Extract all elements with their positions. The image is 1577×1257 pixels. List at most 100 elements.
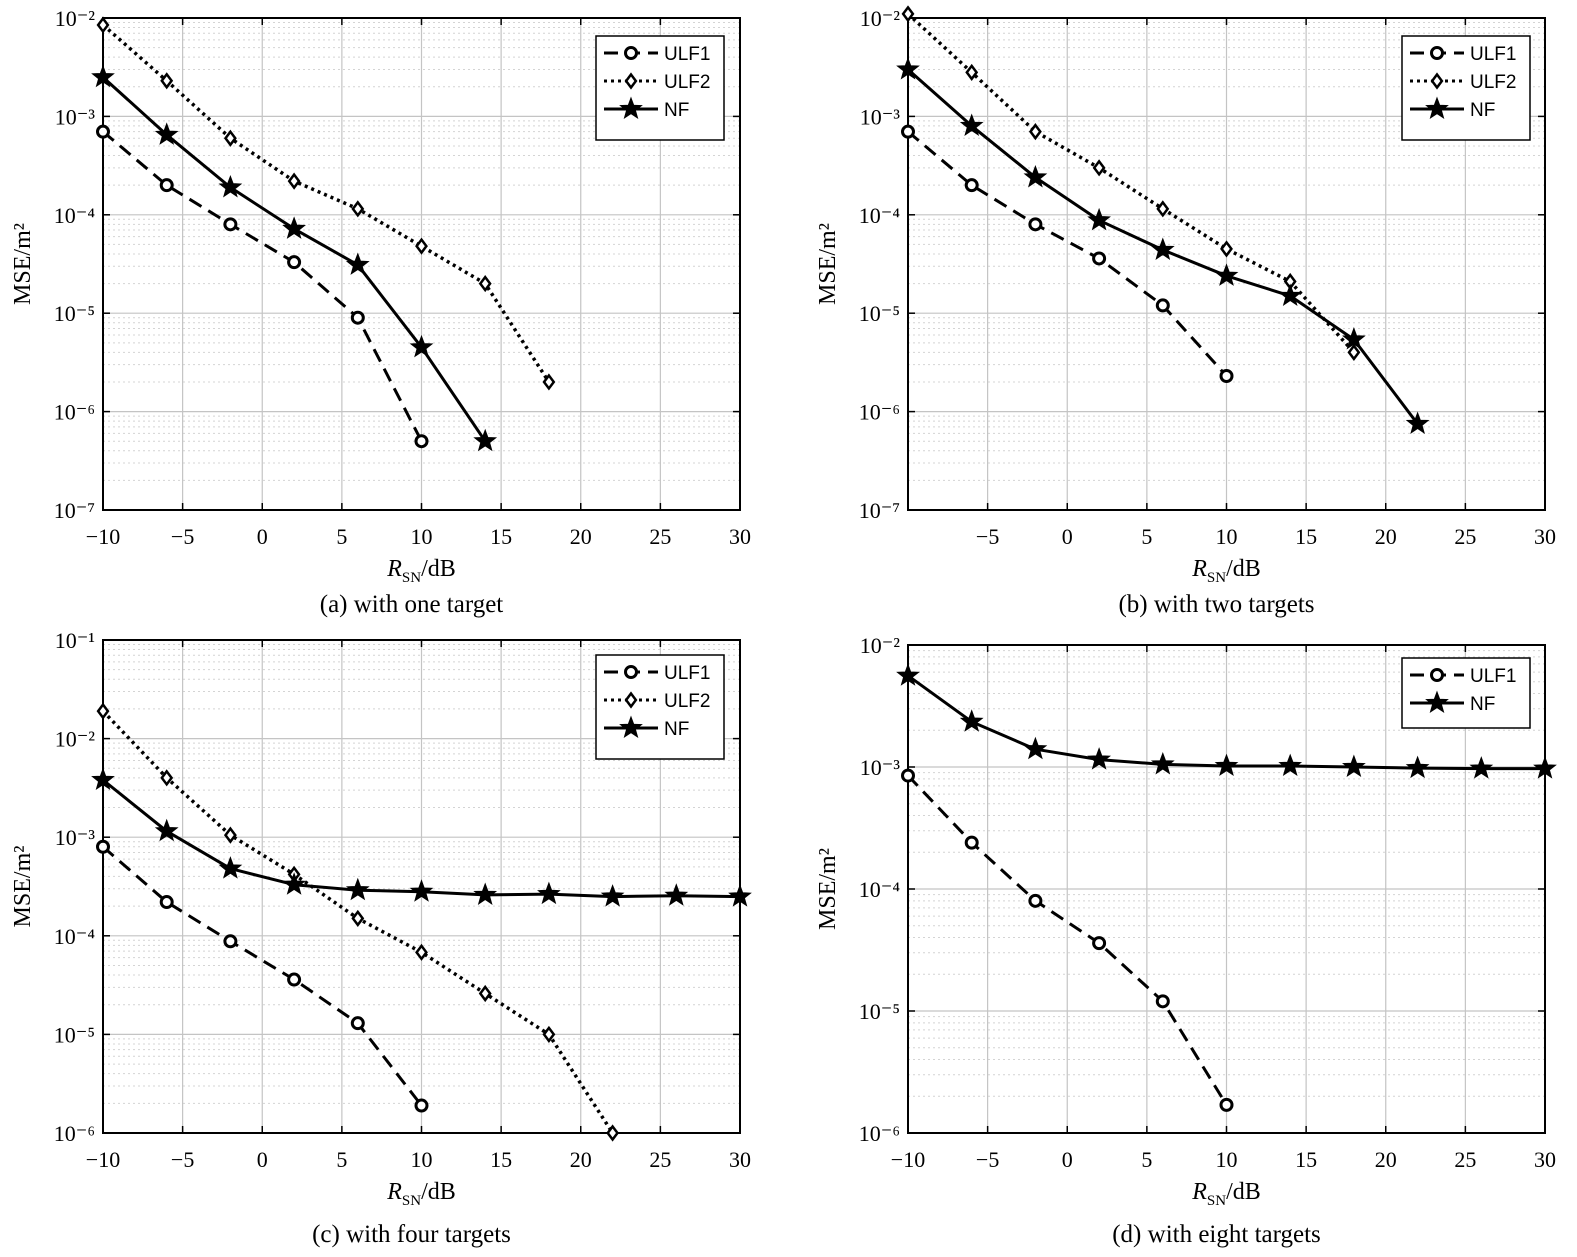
x-tick-label: 30 — [729, 524, 751, 549]
panel-caption: (a) with one target — [320, 591, 504, 618]
y-tick-label: 10⁻¹ — [55, 628, 95, 653]
panel-caption: (b) with two targets — [1118, 591, 1314, 618]
x-tick-label: 10 — [1216, 1147, 1238, 1172]
series-ulf1 — [96, 124, 429, 449]
legend-marker — [1430, 46, 1444, 60]
y-axis-label: MSE/m² — [10, 223, 36, 305]
y-tick-label: 10⁻³ — [860, 755, 901, 780]
data-point — [1155, 994, 1170, 1009]
data-point — [1342, 327, 1366, 350]
data-point — [159, 178, 174, 193]
series-nf — [896, 57, 1430, 434]
legend-marker — [619, 96, 643, 120]
data-point — [415, 237, 428, 255]
data-point — [1219, 1097, 1234, 1112]
y-tick-label: 10⁻⁶ — [859, 400, 900, 425]
data-point — [1342, 754, 1366, 778]
data-point — [91, 64, 115, 88]
y-tick-label: 10⁻⁵ — [859, 301, 900, 326]
data-point — [223, 217, 238, 232]
y-tick-label: 10⁻⁶ — [859, 1121, 900, 1146]
data-point — [1155, 298, 1170, 313]
x-tick-label: 10 — [411, 1147, 433, 1172]
series-nf — [896, 663, 1557, 779]
data-point — [965, 63, 979, 81]
data-point — [964, 178, 979, 193]
x-tick-label: 25 — [1454, 524, 1476, 549]
data-point — [1278, 753, 1303, 776]
x-tick-label: −10 — [891, 1147, 925, 1172]
data-point — [1214, 753, 1239, 776]
legend: ULF1 ULF2 NF — [595, 654, 725, 760]
data-point — [1092, 251, 1107, 266]
y-axis-label: MSE/m² — [815, 848, 841, 930]
data-point — [896, 57, 920, 80]
series-ulf2 — [96, 702, 620, 1142]
data-point — [96, 702, 110, 720]
x-axis-label: RSN/dB — [1191, 1179, 1261, 1209]
y-tick-label: 10⁻² — [860, 633, 901, 658]
legend-label: NF — [664, 100, 689, 121]
data-point — [1219, 369, 1234, 384]
y-tick-label: 10⁻⁷ — [54, 498, 95, 523]
data-point — [473, 428, 498, 452]
legend: ULF1 ULF2 NF — [1401, 35, 1531, 141]
data-point — [1347, 343, 1361, 361]
data-point — [282, 872, 306, 895]
series-ulf1 — [96, 839, 429, 1113]
x-tick-label: 25 — [649, 1147, 671, 1172]
panel-caption: (c) with four targets — [312, 1221, 511, 1248]
y-tick-label: 10⁻⁴ — [859, 203, 901, 228]
legend-label: ULF2 — [664, 72, 710, 93]
data-point — [1028, 217, 1043, 232]
legend-label: NF — [1470, 100, 1495, 121]
data-point — [223, 934, 238, 949]
x-tick-label: 0 — [257, 524, 268, 549]
data-point — [345, 252, 370, 275]
data-point — [160, 769, 174, 787]
x-tick-label: 25 — [649, 524, 671, 549]
data-point — [350, 310, 365, 325]
legend-marker — [624, 691, 638, 709]
series-ulf2 — [901, 5, 1361, 361]
y-tick-label: 10⁻² — [55, 6, 96, 31]
x-tick-label: 5 — [336, 1147, 347, 1172]
x-tick-label: 0 — [257, 1147, 268, 1172]
series-nf — [91, 64, 498, 452]
x-tick-label: 0 — [1062, 524, 1073, 549]
data-point — [218, 174, 243, 198]
x-tick-label: 30 — [729, 1147, 751, 1172]
data-point — [1023, 736, 1048, 760]
panel-c: −10 −5 0 5 10 15 20 25 30 10⁻⁶ 10⁻⁵ 10⁻⁴ 10⁻³ 10⁻² 10⁻… — [10, 628, 752, 1248]
x-axis-label: RSN/dB — [1191, 556, 1261, 586]
x-tick-label: 0 — [1062, 1147, 1073, 1172]
data-point — [901, 768, 915, 783]
data-point — [345, 877, 370, 901]
legend-label: ULF1 — [664, 663, 710, 684]
series-line — [101, 23, 551, 383]
data-point — [728, 884, 752, 907]
tick-marks — [907, 644, 1546, 1134]
data-point — [282, 216, 306, 239]
data-point — [959, 709, 984, 732]
x-tick-label: −5 — [976, 524, 999, 549]
legend-label: NF — [664, 719, 689, 740]
data-point — [159, 895, 174, 910]
data-point — [287, 972, 302, 987]
x-tick-label: 15 — [490, 524, 512, 549]
x-tick-label: 25 — [1454, 1147, 1476, 1172]
panel-d: −10 −5 0 5 10 15 20 25 30 10⁻⁶ 10⁻⁵ 10⁻⁴ 10⁻³ 10⁻² RSN… — [815, 633, 1557, 1248]
x-tick-label: 15 — [490, 1147, 512, 1172]
legend-marker — [1430, 668, 1444, 682]
y-axis-label: MSE/m² — [815, 223, 841, 305]
data-point — [542, 1025, 556, 1043]
x-tick-label: −5 — [171, 1147, 194, 1172]
series-line — [906, 12, 1356, 354]
data-point — [1156, 200, 1170, 218]
series-line — [907, 130, 1228, 378]
legend-marker — [1425, 96, 1449, 120]
data-point — [351, 200, 365, 218]
data-point — [537, 881, 561, 905]
data-point — [473, 882, 498, 905]
data-point — [409, 879, 434, 902]
